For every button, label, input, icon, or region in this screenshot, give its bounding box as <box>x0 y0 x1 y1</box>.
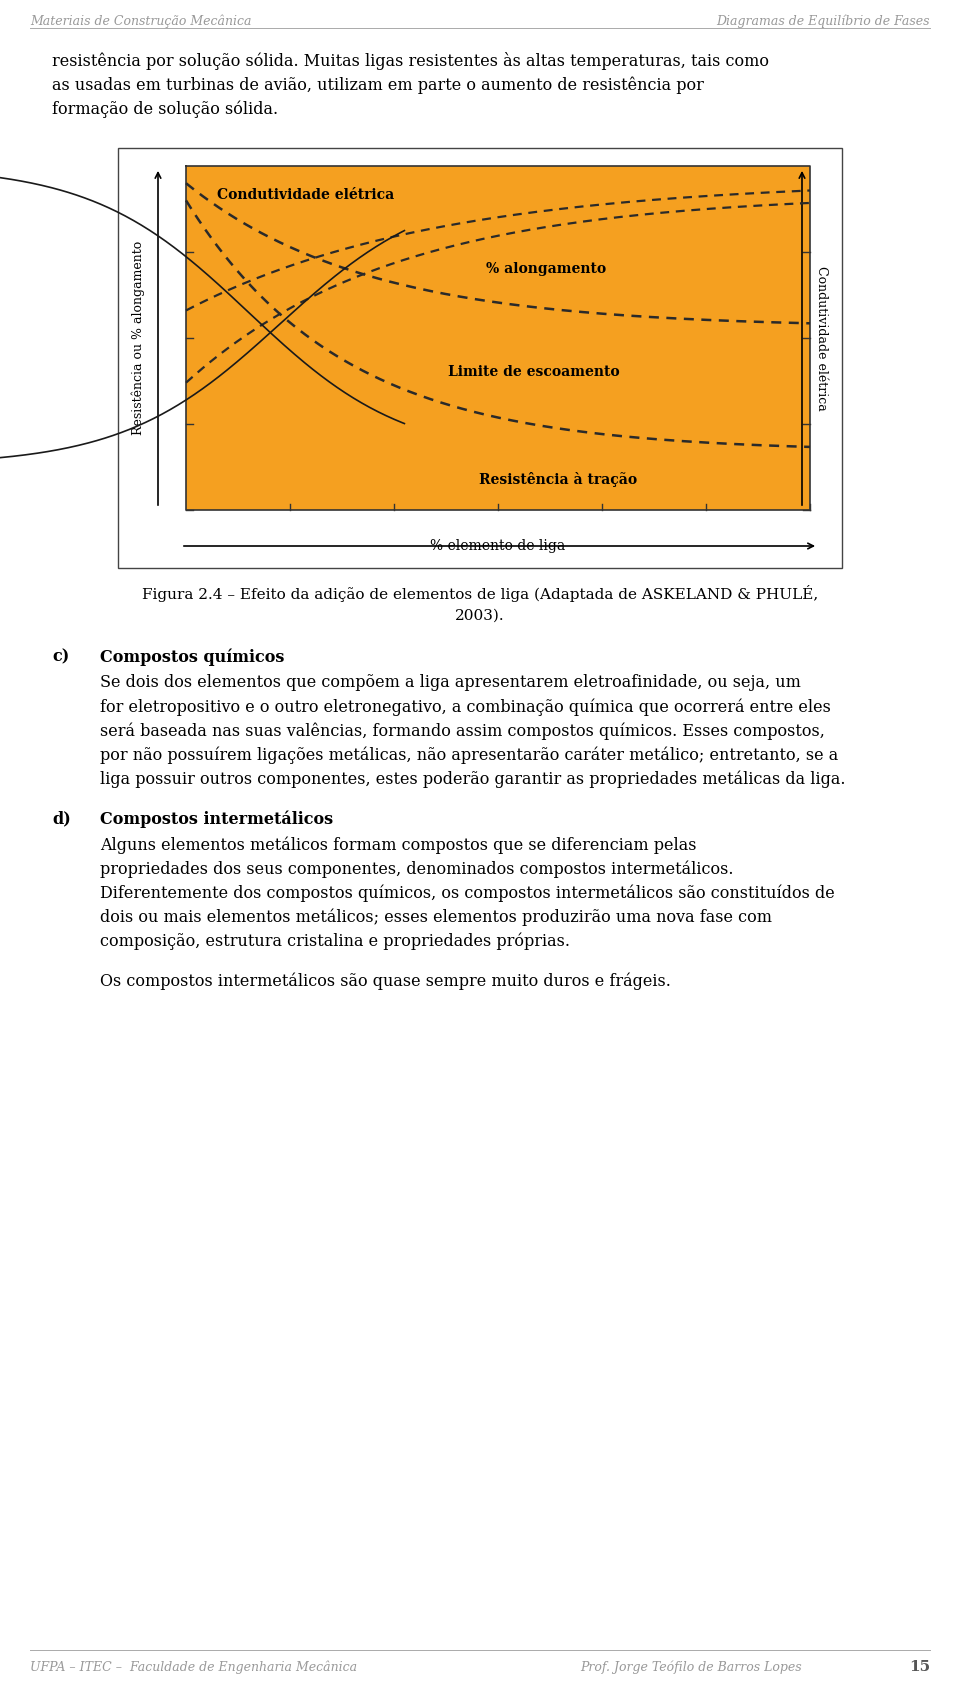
Text: Se dois dos elementos que compõem a liga apresentarem eletroafinidade, ou seja, : Se dois dos elementos que compõem a liga… <box>100 674 801 691</box>
Text: Figura 2.4 – Efeito da adição de elementos de liga (Adaptada de ASKELAND & PHULÉ: Figura 2.4 – Efeito da adição de element… <box>142 585 818 602</box>
Text: Compostos químicos: Compostos químicos <box>100 647 284 666</box>
Text: Alguns elementos metálicos formam compostos que se diferenciam pelas: Alguns elementos metálicos formam compos… <box>100 836 697 853</box>
Text: for eletropositivo e o outro eletronegativo, a combinação química que ocorrerá e: for eletropositivo e o outro eletronegat… <box>100 698 830 715</box>
Text: liga possuir outros componentes, estes poderão garantir as propriedades metálica: liga possuir outros componentes, estes p… <box>100 771 846 787</box>
Text: composição, estrutura cristalina e propriedades próprias.: composição, estrutura cristalina e propr… <box>100 932 570 949</box>
Text: Resistência à tração: Resistência à tração <box>479 472 637 487</box>
Text: formação de solução sólida.: formação de solução sólida. <box>52 99 278 118</box>
Text: Prof. Jorge Teófilo de Barros Lopes: Prof. Jorge Teófilo de Barros Lopes <box>580 1661 802 1674</box>
Text: % alongamento: % alongamento <box>486 263 606 277</box>
Bar <box>186 165 810 509</box>
Text: c): c) <box>52 647 69 664</box>
Text: Resistência ou % alongamento: Resistência ou % alongamento <box>132 241 145 435</box>
Text: por não possuírem ligações metálicas, não apresentarão caráter metálico; entreta: por não possuírem ligações metálicas, nã… <box>100 745 838 764</box>
Text: Limite de escoamento: Limite de escoamento <box>448 366 620 379</box>
Text: resistência por solução sólida. Muitas ligas resistentes às altas temperaturas, : resistência por solução sólida. Muitas l… <box>52 52 769 71</box>
Text: d): d) <box>52 809 71 828</box>
Text: propriedades dos seus componentes, denominados compostos intermetálicos.: propriedades dos seus componentes, denom… <box>100 860 733 877</box>
Text: Os compostos intermetálicos são quase sempre muito duros e frágeis.: Os compostos intermetálicos são quase se… <box>100 973 671 990</box>
Text: Diagramas de Equilíbrio de Fases: Diagramas de Equilíbrio de Fases <box>716 15 930 29</box>
Text: será baseada nas suas valências, formando assim compostos químicos. Esses compos: será baseada nas suas valências, formand… <box>100 722 825 740</box>
Text: as usadas em turbinas de avião, utilizam em parte o aumento de resistência por: as usadas em turbinas de avião, utilizam… <box>52 76 704 93</box>
Text: dois ou mais elementos metálicos; esses elementos produzirão uma nova fase com: dois ou mais elementos metálicos; esses … <box>100 909 772 926</box>
Text: 2003).: 2003). <box>455 609 505 624</box>
Text: Condutividade elétrica: Condutividade elétrica <box>815 266 828 410</box>
Text: Condutividade elétrica: Condutividade elétrica <box>217 189 395 202</box>
Text: Diferentemente dos compostos químicos, os compostos intermetálicos são constituí: Diferentemente dos compostos químicos, o… <box>100 883 835 902</box>
Text: Materiais de Construção Mecânica: Materiais de Construção Mecânica <box>30 15 252 29</box>
Text: % elemento de liga: % elemento de liga <box>430 540 565 553</box>
Text: 15: 15 <box>909 1661 930 1674</box>
Text: UFPA – ITEC –  Faculdade de Engenharia Mecânica: UFPA – ITEC – Faculdade de Engenharia Me… <box>30 1661 357 1674</box>
Text: Compostos intermetálicos: Compostos intermetálicos <box>100 809 333 828</box>
Bar <box>118 148 842 568</box>
